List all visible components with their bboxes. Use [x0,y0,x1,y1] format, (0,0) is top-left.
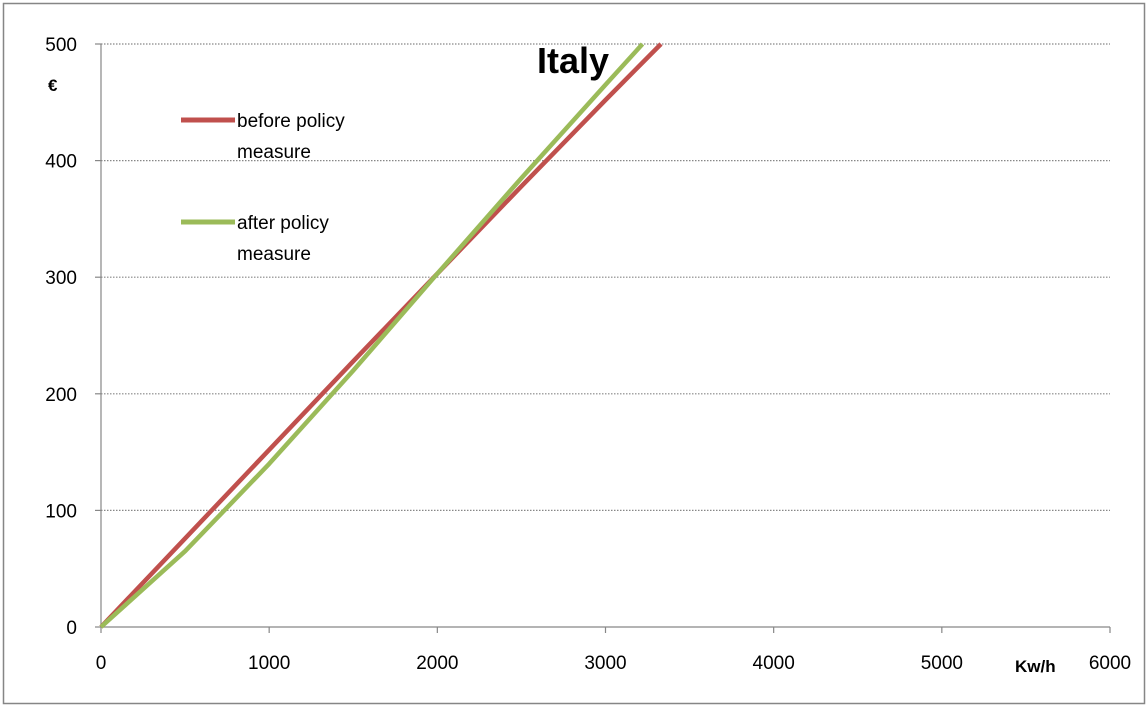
axes [95,43,1111,633]
x-tick-labels: 0 1000 2000 3000 4000 5000 6000 [96,653,1131,674]
y-tick-label-2: 200 [45,385,77,406]
legend: before policy measure after policy measure [181,111,345,265]
series-line-0 [99,42,663,629]
x-tick-label-5: 5000 [921,653,963,674]
x-tick-label-2: 2000 [416,653,458,674]
y-axis-label: € [48,76,58,95]
y-tick-label-4: 400 [45,152,77,173]
y-tick-label-3: 300 [45,268,77,289]
x-tick-label-1: 1000 [248,653,290,674]
series-line-1 [99,42,645,629]
y-tick-labels: 0 100 200 300 400 500 [45,35,77,639]
x-tick-label-0: 0 [96,653,107,674]
y-tick-label-5: 500 [45,35,77,56]
legend-label-0: before policy measure [237,111,345,163]
x-axis-label: Kw/h [1015,657,1056,676]
chart-title: Italy [537,40,609,81]
x-tick-label-4: 4000 [753,653,795,674]
series-lines [99,42,663,629]
legend-label-1: after policy measure [237,213,329,265]
x-tick-label-6: 6000 [1089,653,1131,674]
y-tick-label-1: 100 [45,501,77,522]
gridlines [101,43,1110,511]
y-tick-label-0: 0 [66,618,77,639]
x-tick-label-3: 3000 [584,653,626,674]
